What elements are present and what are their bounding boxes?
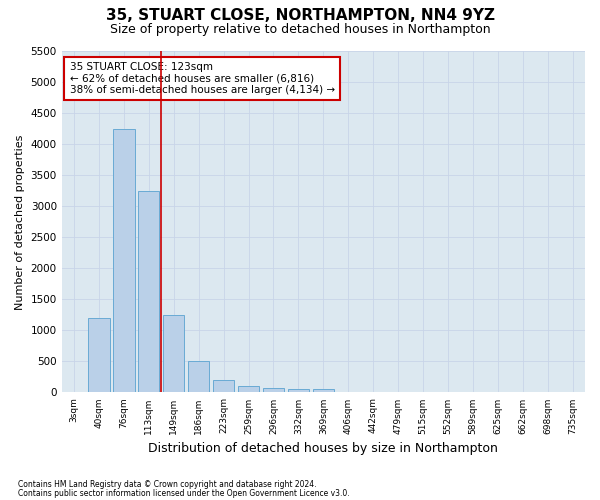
Bar <box>113 129 134 392</box>
Text: Contains public sector information licensed under the Open Government Licence v3: Contains public sector information licen… <box>18 489 350 498</box>
Bar <box>213 380 234 392</box>
Text: Size of property relative to detached houses in Northampton: Size of property relative to detached ho… <box>110 22 490 36</box>
Bar <box>313 390 334 392</box>
Bar <box>263 388 284 392</box>
Bar <box>238 386 259 392</box>
Bar <box>88 318 110 392</box>
Text: 35 STUART CLOSE: 123sqm
← 62% of detached houses are smaller (6,816)
38% of semi: 35 STUART CLOSE: 123sqm ← 62% of detache… <box>70 62 335 95</box>
Y-axis label: Number of detached properties: Number of detached properties <box>15 134 25 310</box>
Text: 35, STUART CLOSE, NORTHAMPTON, NN4 9YZ: 35, STUART CLOSE, NORTHAMPTON, NN4 9YZ <box>106 8 494 22</box>
Bar <box>163 315 184 392</box>
X-axis label: Distribution of detached houses by size in Northampton: Distribution of detached houses by size … <box>148 442 498 455</box>
Bar <box>188 362 209 392</box>
Bar <box>288 390 309 392</box>
Bar <box>138 191 160 392</box>
Text: Contains HM Land Registry data © Crown copyright and database right 2024.: Contains HM Land Registry data © Crown c… <box>18 480 317 489</box>
